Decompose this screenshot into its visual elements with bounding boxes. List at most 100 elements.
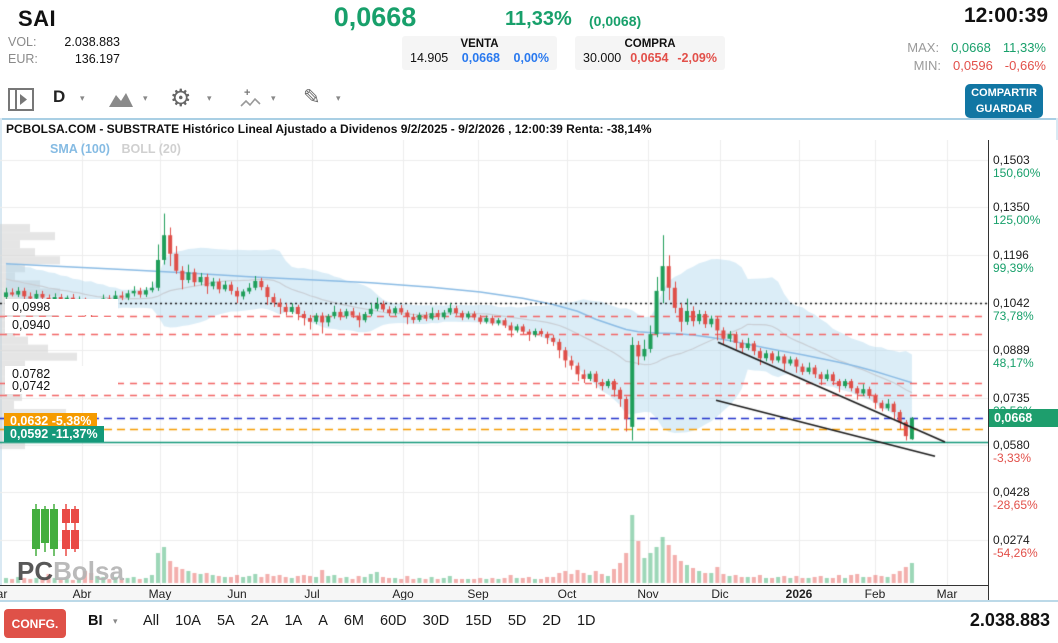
vol-label: VOL: [8, 35, 37, 49]
config-button[interactable]: CONFG. [4, 609, 66, 638]
range-button-1d[interactable]: 1D [576, 613, 596, 629]
month-label-Jun: Jun [227, 587, 247, 601]
month-label-Mar: Mar [936, 587, 958, 601]
y-axis-tick: 0,1196 99,39% [993, 247, 1034, 275]
x-axis-months: ar Abr May Jun Jul Ago Sep Oct Nov Dic 2026 Feb Mar [0, 585, 988, 601]
month-label-ar: ar [0, 587, 8, 601]
watermark-strong: PC [17, 556, 54, 586]
settings-gear-icon[interactable]: ⚙ [170, 85, 192, 112]
ask-percent: 0,00% [513, 51, 549, 65]
price-level-label: 0,0782 [5, 365, 118, 382]
panel-toggle-icon[interactable] [8, 88, 34, 116]
alert-level-badge: 0,0632 -5,38% [4, 413, 98, 430]
session-time: 12:00:39 [963, 4, 1048, 27]
eur-value: 136.197 [74, 52, 120, 66]
share-button-line2: GUARDAR [975, 102, 1033, 115]
bid-price: 0,0654 [630, 51, 669, 65]
share-save-button[interactable]: COMPARTIR GUARDAR [965, 84, 1043, 118]
svg-text:+: + [244, 87, 250, 99]
month-label-Feb: Feb [864, 587, 886, 601]
chart-type-caret-icon[interactable]: ▾ [143, 93, 148, 103]
month-label-Abr: Abr [72, 587, 92, 601]
month-label-2026: 2026 [785, 587, 813, 601]
indicator-caret-icon[interactable]: ▾ [271, 93, 276, 103]
current-price: 0,0668 [333, 2, 417, 32]
month-label-Jul: Jul [304, 587, 320, 601]
total-volume: 2.038.883 [969, 610, 1050, 630]
range-button-1a[interactable]: 1A [284, 613, 303, 629]
y-axis-tick: 0,0580 -3,33% [993, 438, 1032, 466]
draw-tools-caret-icon[interactable]: ▾ [336, 93, 341, 103]
chart-type-mountain-icon[interactable] [108, 92, 134, 113]
range-button-all[interactable]: All [143, 613, 160, 629]
y-axis-tick: 0,0889 48,17% [993, 342, 1034, 370]
eur-row: EUR: 136.197 [8, 52, 120, 66]
month-label-Oct: Oct [557, 587, 577, 601]
bid-size: 30.000 [583, 51, 622, 65]
month-label-May: May [148, 587, 172, 601]
eur-label: EUR: [8, 52, 38, 66]
chart-title: PCBOLSA.COM - SUBSTRATE Histórico Lineal… [6, 122, 652, 136]
share-button-line1: COMPARTIR [971, 87, 1037, 99]
y-axis-tick: 0,1042 73,78% [993, 295, 1034, 323]
interval-caret-icon[interactable]: ▾ [113, 616, 118, 626]
max-row: MAX: 0,0668 11,33% [907, 40, 1046, 55]
month-label-Nov: Nov [637, 587, 659, 601]
bid-panel: COMPRA 30.000 0,0654 -2,09% [575, 36, 725, 70]
volume-row: VOL: 2.038.883 [8, 35, 120, 49]
range-buttons: All 10A 5A 2A 1A A 6M 60D 30D 15D 5D 2D 1D [143, 613, 595, 629]
y-axis-tick: 0,0428 -28,65% [993, 485, 1038, 513]
range-button-15d[interactable]: 15D [465, 613, 492, 629]
max-price: 0,0668 [951, 40, 991, 55]
change-absolute: (0,0068) [589, 13, 642, 29]
month-label-Ago: Ago [392, 587, 414, 601]
chart-title-bar [0, 118, 1058, 141]
range-button-10a[interactable]: 10A [175, 613, 201, 629]
sma-legend-label[interactable]: SMA (100) [50, 142, 110, 156]
min-price: 0,0596 [953, 58, 993, 73]
bid-percent: -2,09% [677, 51, 717, 65]
price-level-label: 0,0998 [5, 299, 118, 316]
range-button-5a[interactable]: 5A [216, 613, 235, 629]
price-level-label: 0,0742 [5, 378, 118, 395]
timeframe-caret-icon[interactable]: ▾ [80, 93, 85, 103]
month-label-Dic: Dic [711, 587, 729, 601]
settings-caret-icon[interactable]: ▾ [207, 93, 212, 103]
alert-level-badge: 0,0592 -11,37% [4, 425, 104, 442]
pcbolsa-logo-icon [28, 504, 92, 561]
interval-selector[interactable]: BI [88, 613, 103, 629]
range-button-2a[interactable]: 2A [250, 613, 269, 629]
min-label: MIN: [913, 58, 942, 73]
max-label: MAX: [907, 40, 940, 55]
ask-size: 14.905 [410, 51, 449, 65]
y-axis-prices: 0,1503 150,60% 0,1350 125,00% 0,1196 99,39% 0,… [988, 140, 1058, 600]
symbol-title: SAI [18, 6, 57, 31]
bid-label: COMPRA [624, 38, 676, 50]
range-button-5d[interactable]: 5D [507, 613, 527, 629]
price-level-label: 0,0940 [5, 317, 118, 334]
range-button-60d[interactable]: 60D [380, 613, 407, 629]
indicator-legend: SMA (100) BOLL (20) [50, 142, 181, 156]
add-indicator-icon[interactable]: + [239, 87, 263, 116]
range-button-30d[interactable]: 30D [422, 613, 450, 629]
min-row: MIN: 0,0596 -0,66% [914, 58, 1046, 73]
min-percent: -0,66% [1004, 58, 1046, 73]
y-axis-tick: 0,0274 -54,26% [993, 533, 1038, 561]
range-button-2d[interactable]: 2D [542, 613, 561, 629]
change-percent: 11,33% [505, 8, 572, 30]
ask-label: VENTA [460, 38, 499, 50]
boll-legend-label[interactable]: BOLL (20) [121, 142, 181, 156]
vol-value: 2.038.883 [64, 35, 120, 49]
ask-price: 0,0668 [461, 51, 500, 65]
current-price-axis-badge: 0,0668 [989, 409, 1058, 428]
y-axis-tick: 0,1350 125,00% [993, 200, 1041, 228]
price-chart-canvas[interactable] [0, 140, 1058, 585]
timeframe-selector[interactable]: D [53, 87, 66, 106]
bottom-toolbar: CONFG. BI ▾ All 10A 5A 2A 1A A 6M 60D 30D 15D 5D 2D… [0, 600, 1058, 643]
max-percent: 11,33% [1002, 40, 1046, 55]
range-button-6m[interactable]: 6M [343, 613, 365, 629]
range-button-a[interactable]: A [318, 613, 328, 629]
y-axis-tick: 0,1503 150,60% [993, 153, 1041, 181]
draw-tools-pencil-icon[interactable]: ✎ [303, 86, 321, 109]
